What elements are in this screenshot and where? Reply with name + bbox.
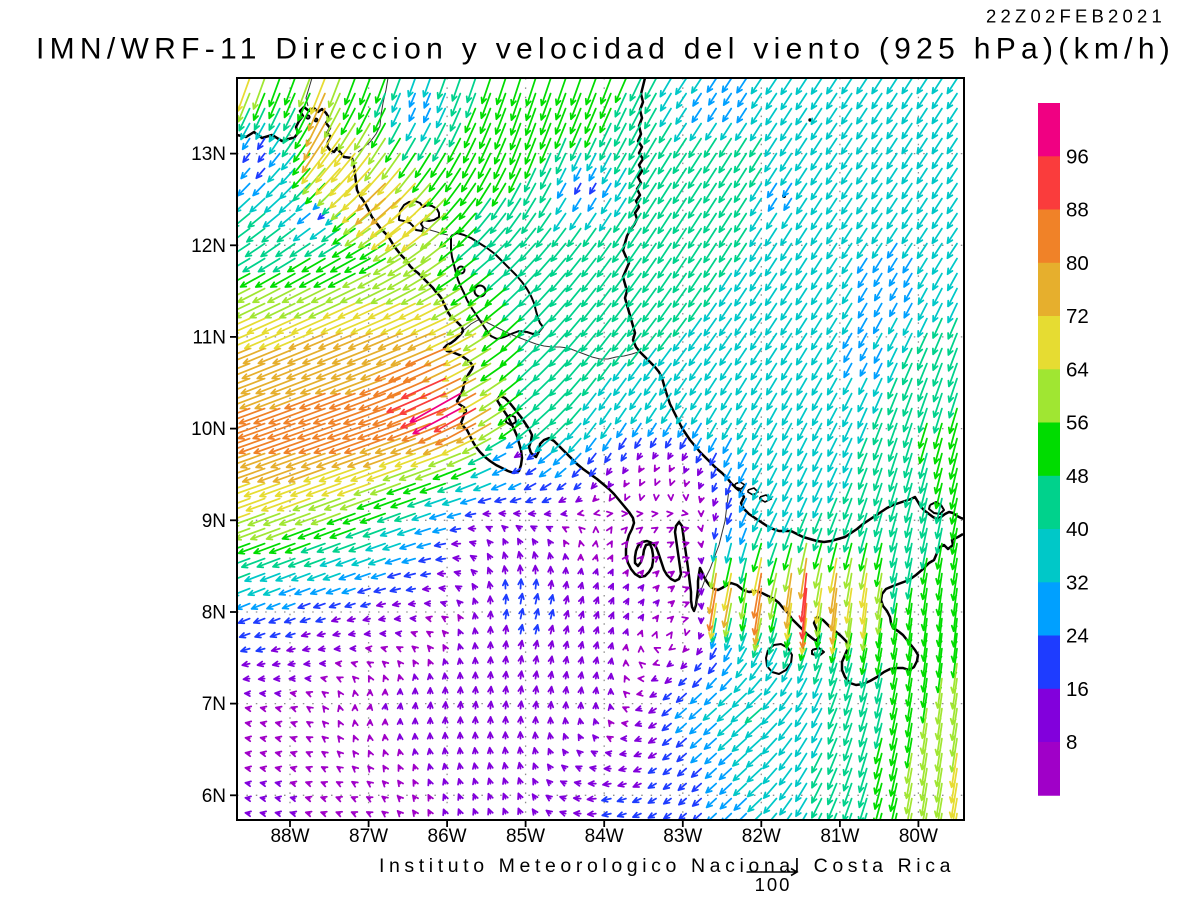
svg-text:88W: 88W <box>270 826 309 847</box>
svg-text:IMN/WRF-11 Direccion y velocid: IMN/WRF-11 Direccion y velocidad del vie… <box>36 33 1175 66</box>
svg-text:80W: 80W <box>899 826 938 847</box>
svg-text:7N: 7N <box>202 694 226 715</box>
svg-text:6N: 6N <box>202 786 226 807</box>
svg-text:16: 16 <box>1066 678 1089 701</box>
svg-text:56: 56 <box>1066 412 1089 435</box>
svg-text:Instituto Meteorologico Nacion: Instituto Meteorologico Nacional Costa R… <box>379 855 955 877</box>
svg-text:100: 100 <box>755 874 792 895</box>
svg-text:83W: 83W <box>663 826 702 847</box>
svg-text:87W: 87W <box>349 826 388 847</box>
svg-text:86W: 86W <box>428 826 467 847</box>
svg-text:96: 96 <box>1066 145 1089 168</box>
svg-text:84W: 84W <box>585 826 624 847</box>
svg-text:80: 80 <box>1066 252 1089 275</box>
svg-text:40: 40 <box>1066 518 1089 541</box>
svg-text:8N: 8N <box>202 603 226 624</box>
svg-text:9N: 9N <box>202 511 226 532</box>
svg-text:12N: 12N <box>191 236 226 257</box>
svg-text:32: 32 <box>1066 571 1089 594</box>
svg-text:64: 64 <box>1066 358 1089 381</box>
svg-text:85W: 85W <box>506 826 545 847</box>
svg-text:82W: 82W <box>742 826 781 847</box>
svg-text:8: 8 <box>1066 731 1077 754</box>
svg-text:11N: 11N <box>193 327 226 348</box>
svg-text:22Z02FEB2021: 22Z02FEB2021 <box>986 6 1166 27</box>
svg-text:88: 88 <box>1066 199 1089 222</box>
svg-text:81W: 81W <box>820 826 859 847</box>
svg-text:72: 72 <box>1066 305 1089 328</box>
svg-text:13N: 13N <box>191 144 226 165</box>
svg-text:48: 48 <box>1066 465 1089 488</box>
svg-text:24: 24 <box>1066 625 1089 648</box>
svg-text:10N: 10N <box>191 419 226 440</box>
